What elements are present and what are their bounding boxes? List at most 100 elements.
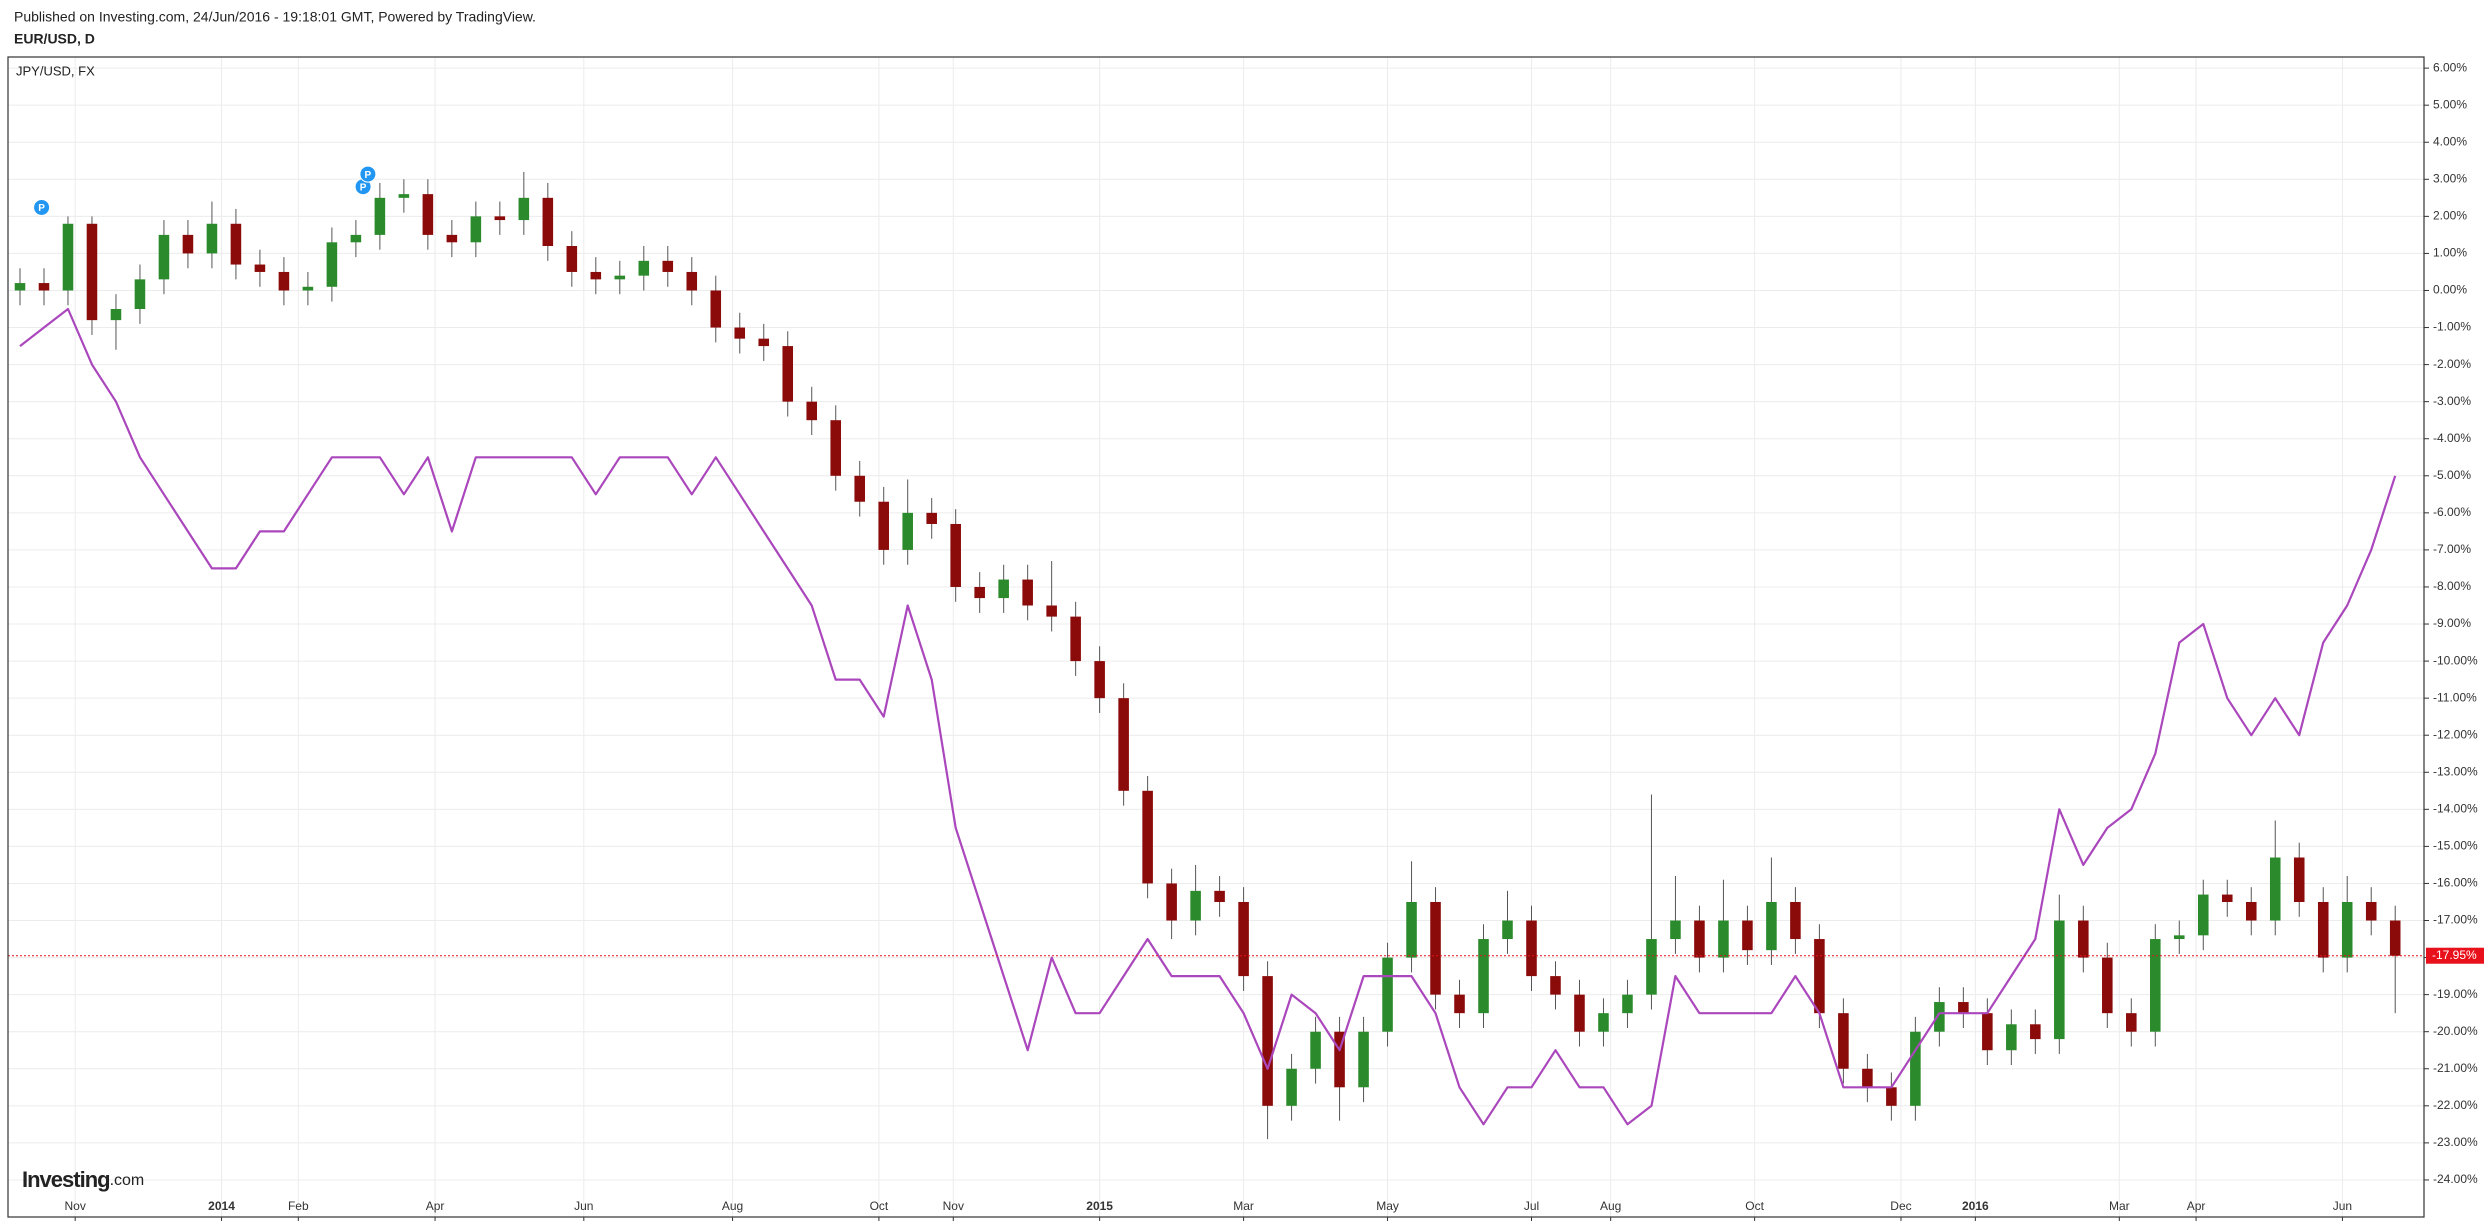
candle-body — [1598, 1013, 1609, 1032]
candle-body — [182, 234, 194, 254]
y-tick-label: -19.00% — [2433, 987, 2478, 1001]
candle-body — [2006, 1024, 2017, 1051]
candle-body — [2245, 901, 2257, 921]
candle-body — [1718, 920, 1729, 958]
candle-body — [926, 512, 937, 524]
event-marker-label: P — [360, 182, 367, 193]
plot-frame — [7, 56, 2425, 1218]
y-tick-label: -9.00% — [2433, 616, 2471, 630]
y-tick-label: -15.00% — [2433, 839, 2478, 853]
candle-body — [1910, 1031, 1921, 1106]
candle-body — [1214, 890, 1225, 902]
candle-body — [470, 216, 482, 243]
y-tick-label: 1.00% — [2433, 246, 2467, 260]
candle-body — [1742, 920, 1753, 951]
x-tick-label: 2014 — [208, 1199, 235, 1213]
candle-body — [1310, 1031, 1321, 1069]
candle-body — [110, 309, 122, 321]
y-tick-label: -17.00% — [2433, 913, 2478, 927]
y-tick-label: -12.00% — [2433, 727, 2478, 741]
x-tick-label: Nov — [943, 1199, 964, 1213]
y-tick-label: -16.00% — [2433, 876, 2478, 890]
candle-body — [686, 271, 698, 291]
candle-body — [350, 234, 362, 243]
y-tick-label: -23.00% — [2433, 1135, 2478, 1149]
candle-body — [878, 501, 889, 550]
y-tick-label: -20.00% — [2433, 1024, 2478, 1038]
candle-body — [1526, 920, 1537, 977]
candle-body — [662, 260, 674, 272]
logo: Investing.com — [22, 1167, 144, 1192]
x-tick-label: Mar — [1233, 1199, 1254, 1213]
candle-body — [326, 242, 338, 287]
candle-body — [782, 346, 794, 402]
candle-body — [2269, 857, 2281, 921]
candle-body — [1046, 605, 1057, 617]
x-tick-label: Oct — [870, 1199, 889, 1213]
y-tick-label: 2.00% — [2433, 209, 2467, 223]
candle-body — [2341, 901, 2353, 958]
x-tick-label: Apr — [2187, 1199, 2206, 1213]
candle-body — [1142, 790, 1153, 884]
event-marker — [359, 165, 377, 183]
candle-body — [1022, 579, 1033, 606]
candle-body — [1382, 957, 1393, 1032]
candle-body — [1982, 1013, 1993, 1051]
y-tick-label: 0.00% — [2433, 283, 2467, 297]
logo-brand: Investing — [22, 1167, 110, 1192]
candle-body — [1958, 1002, 1969, 1014]
candle-body — [302, 286, 314, 291]
candle-body — [1070, 616, 1081, 662]
candle-body — [1766, 901, 1777, 951]
candle-body — [1430, 901, 1441, 995]
y-tick-label: -21.00% — [2433, 1061, 2478, 1075]
candle-body — [1574, 994, 1585, 1032]
candle-body — [2054, 920, 2065, 1040]
x-tick-label: Jun — [574, 1199, 593, 1213]
x-tick-label: Feb — [288, 1199, 309, 1213]
x-tick-label: Apr — [426, 1199, 445, 1213]
candle-body — [1166, 883, 1177, 921]
y-tick-label: -14.00% — [2433, 802, 2478, 816]
event-marker — [33, 198, 51, 216]
last-price-label: -17.95% — [2432, 948, 2477, 962]
candle-body — [734, 327, 746, 339]
plot: PPP — [8, 165, 2424, 1140]
y-tick-label: 6.00% — [2433, 60, 2467, 74]
candle-body — [398, 194, 410, 198]
y-tick-label: -7.00% — [2433, 542, 2471, 556]
logo-suffix: .com — [110, 1172, 145, 1189]
candle-body — [1886, 1087, 1897, 1106]
candle-body — [230, 223, 242, 265]
candle-body — [1190, 890, 1201, 921]
candle-body — [1406, 901, 1417, 958]
y-tick-label: 3.00% — [2433, 171, 2467, 185]
candle-body — [2150, 939, 2161, 1032]
candle-body — [494, 216, 506, 221]
y-tick-label: -8.00% — [2433, 579, 2471, 593]
candle-body — [1262, 976, 1273, 1106]
candle-body — [998, 579, 1009, 599]
candle-body — [1670, 920, 1681, 940]
candle-body — [590, 271, 602, 280]
candle-body — [638, 260, 650, 276]
candle-body — [2102, 957, 2113, 1014]
candle-body — [1790, 901, 1801, 940]
candle-body — [446, 234, 458, 243]
candle-body — [2030, 1024, 2041, 1040]
x-tick-label: Jul — [1524, 1199, 1539, 1213]
candle-body — [1358, 1031, 1369, 1088]
candle-body — [1862, 1068, 1873, 1088]
candle-body — [1286, 1068, 1297, 1106]
candle-body — [278, 271, 290, 291]
candle-body — [758, 338, 770, 347]
candle-body — [1478, 939, 1489, 1014]
candle-body — [2317, 901, 2329, 958]
candle-body — [2197, 894, 2209, 936]
jpy-line — [19, 307, 2397, 1126]
candle-body — [1934, 1002, 1945, 1032]
grid — [8, 57, 2424, 1217]
candle-body — [1454, 994, 1465, 1014]
